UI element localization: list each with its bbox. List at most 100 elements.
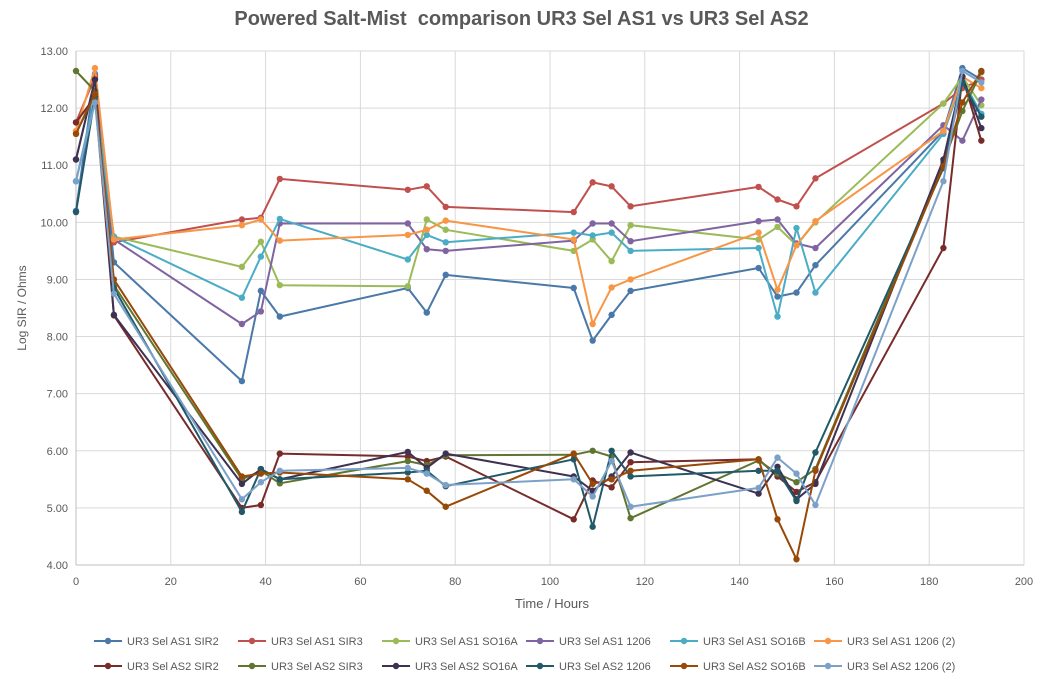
data-point	[110, 311, 118, 319]
data-point	[423, 183, 430, 190]
data-point	[570, 208, 577, 216]
series-line	[75, 70, 982, 508]
legend-item: UR3 Sel AS1 SIR2	[94, 636, 219, 648]
legend-label: UR3 Sel AS2 SO16A	[415, 661, 518, 673]
x-tick-label: 80	[449, 576, 461, 588]
data-point	[627, 221, 634, 229]
data-point	[755, 264, 762, 272]
data-point	[442, 217, 449, 224]
y-tick-label: 10.00	[40, 217, 68, 229]
data-point	[812, 289, 819, 296]
data-point	[589, 447, 596, 454]
data-point	[91, 64, 99, 72]
legend-item: UR3 Sel AS2 1206	[526, 661, 651, 673]
data-point	[627, 276, 634, 283]
data-point	[276, 313, 284, 320]
legend-item: UR3 Sel AS1 1206 (2)	[814, 636, 955, 648]
legend-swatch-marker	[824, 662, 832, 670]
data-point	[978, 137, 985, 144]
data-point	[793, 488, 800, 496]
legend-swatch-marker	[824, 637, 832, 645]
legend-swatch-marker	[392, 637, 400, 645]
data-point	[755, 490, 762, 497]
x-tick-label: 180	[920, 576, 938, 588]
legend-item: UR3 Sel AS1 SIR3	[238, 636, 363, 648]
data-point	[423, 487, 430, 494]
legend-swatch-marker	[680, 662, 688, 670]
x-tick-label: 140	[730, 576, 748, 588]
data-point	[404, 256, 411, 263]
data-point	[257, 501, 265, 509]
data-point	[755, 467, 762, 474]
legend-label: UR3 Sel AS2 SIR2	[127, 661, 219, 673]
data-point	[627, 467, 634, 474]
data-point	[793, 203, 800, 210]
data-point	[404, 469, 411, 476]
data-point	[404, 476, 411, 483]
legend-label: UR3 Sel AS1 1206	[559, 636, 651, 648]
x-tick-label: 40	[259, 576, 271, 588]
legend-swatch-marker	[248, 637, 256, 645]
legend-label: UR3 Sel AS1 1206 (2)	[847, 636, 955, 648]
data-point	[423, 245, 430, 253]
x-axis-label: Time / Hours	[515, 596, 589, 611]
data-point	[793, 224, 800, 232]
data-point	[570, 236, 577, 243]
data-point	[793, 241, 800, 249]
data-point	[627, 237, 634, 245]
data-point	[238, 377, 246, 385]
data-point	[423, 231, 430, 239]
data-point	[442, 481, 449, 489]
y-tick-label: 11.00	[41, 160, 68, 172]
data-point	[404, 464, 411, 472]
legend-label: UR3 Sel AS2 1206 (2)	[847, 661, 955, 673]
legend-swatch-marker	[104, 637, 112, 645]
data-point	[404, 186, 411, 193]
data-point	[774, 223, 781, 231]
x-tick-label: 0	[73, 576, 79, 588]
data-point	[72, 119, 80, 126]
legend-item: UR3 Sel AS1 SO16B	[670, 636, 806, 648]
data-point	[257, 216, 265, 223]
series-line	[75, 70, 983, 520]
data-point	[238, 216, 246, 223]
y-tick-label: 7.00	[47, 389, 68, 401]
data-point	[72, 156, 80, 163]
data-point	[257, 253, 265, 260]
x-tick-label: 120	[636, 576, 654, 588]
data-point	[774, 313, 781, 320]
data-point	[257, 287, 265, 295]
data-point	[812, 501, 819, 509]
data-point	[276, 215, 284, 223]
data-point	[755, 456, 762, 463]
data-point	[570, 284, 577, 292]
data-point	[978, 113, 985, 120]
data-point	[276, 467, 284, 474]
series-line	[75, 81, 983, 528]
series-line	[75, 78, 983, 325]
data-point	[423, 216, 430, 223]
data-point	[257, 465, 265, 473]
series-line	[75, 70, 983, 561]
data-point	[257, 238, 265, 245]
data-point	[755, 183, 762, 191]
series-line	[75, 75, 983, 501]
legend: UR3 Sel AS1 SIR2 UR3 Sel AS1 SIR3 UR3 Sel …	[94, 636, 955, 673]
data-point	[812, 244, 819, 252]
axes: 4.00 5.00 6.00 7.00 8.00 9.00 10.00 11.00 12.00 1…	[40, 46, 1033, 588]
data-point	[442, 503, 449, 510]
y-tick-label: 5.00	[47, 503, 68, 515]
data-point	[959, 137, 966, 144]
data-point	[442, 450, 449, 457]
data-point	[238, 496, 246, 503]
legend-item: UR3 Sel AS2 SIR3	[238, 661, 363, 673]
series-12	[72, 67, 985, 510]
data-point	[442, 239, 449, 246]
x-tick-label: 200	[1015, 576, 1033, 588]
legend-label: UR3 Sel AS1 SO16A	[415, 636, 518, 648]
data-point	[257, 308, 265, 315]
y-tick-label: 9.00	[47, 274, 68, 286]
data-point	[608, 220, 615, 227]
data-point	[774, 286, 781, 293]
data-point	[774, 516, 781, 523]
